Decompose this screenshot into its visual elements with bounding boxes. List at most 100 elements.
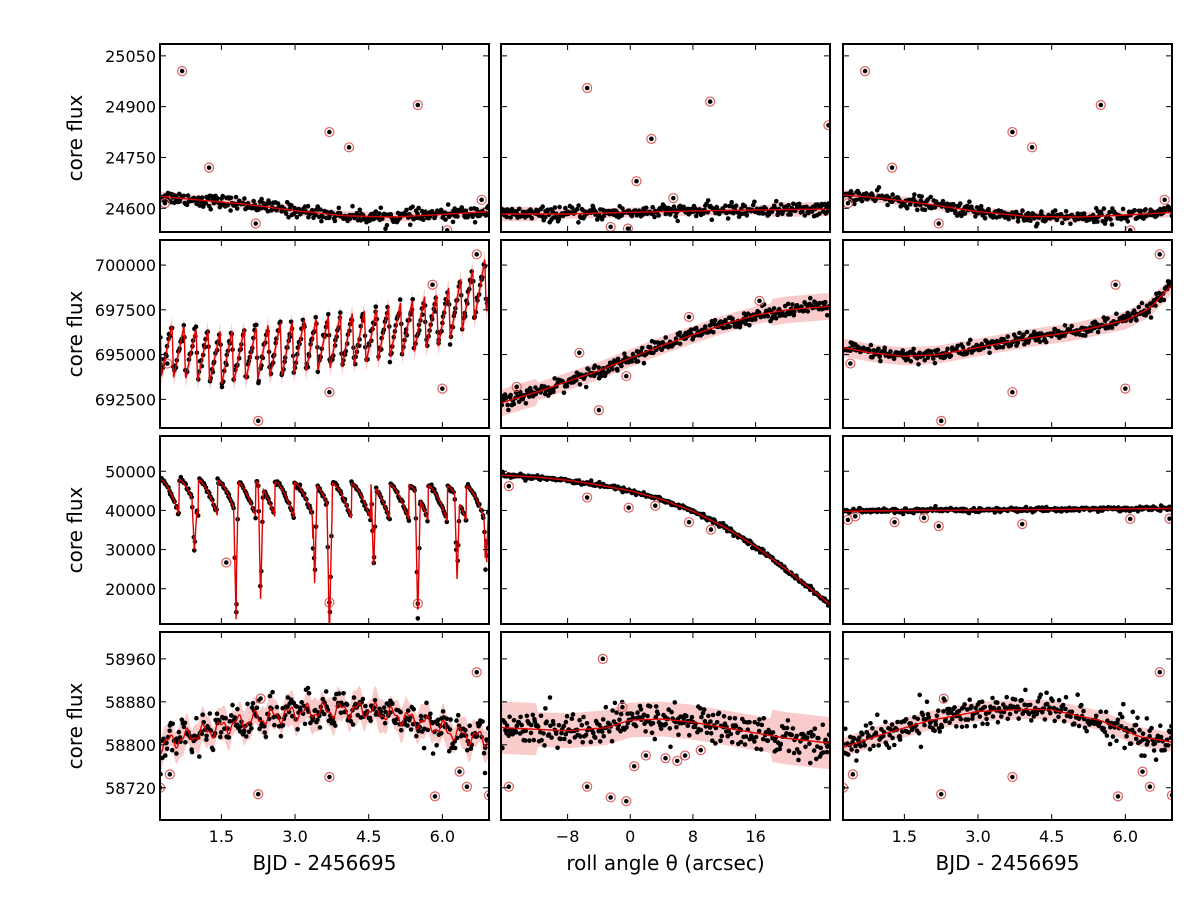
data-point (794, 733, 800, 739)
data-point (529, 215, 535, 221)
data-point (747, 323, 752, 328)
data-point (1063, 694, 1069, 700)
data-point (455, 214, 460, 219)
data-point (701, 707, 707, 712)
data-point (1019, 698, 1024, 703)
data-point (919, 194, 924, 199)
data-point (272, 722, 277, 728)
data-point (1134, 317, 1139, 323)
plot-frame (159, 435, 490, 625)
outlier-ring (845, 358, 856, 369)
y-tick-label: 700000 (95, 256, 156, 275)
data-point (1133, 736, 1139, 742)
data-point (164, 740, 169, 746)
data-point (1162, 747, 1167, 753)
data-point (752, 199, 757, 205)
data-point (852, 201, 857, 207)
data-point (318, 207, 323, 212)
data-point (610, 367, 615, 372)
data-point (181, 193, 187, 199)
data-point (925, 355, 931, 361)
data-point (883, 719, 888, 725)
data-point (1062, 323, 1068, 328)
data-point (1043, 339, 1049, 345)
data-point (761, 716, 767, 721)
data-point (1047, 705, 1052, 710)
data-point (382, 720, 388, 726)
data-point (418, 713, 424, 719)
data-point (1109, 222, 1115, 227)
data-point (530, 712, 536, 718)
data-point (588, 739, 594, 745)
outlier-point (432, 794, 438, 799)
data-point (941, 709, 946, 714)
data-point (807, 741, 812, 747)
data-point (210, 747, 216, 753)
data-point (1102, 729, 1108, 735)
data-point (849, 747, 854, 752)
data-point (1114, 738, 1119, 744)
y-axis-label: core flux (63, 290, 87, 377)
data-point (181, 323, 187, 328)
data-point (360, 696, 366, 702)
data-point (372, 698, 378, 703)
data-point (757, 717, 762, 722)
outlier-ring (705, 96, 716, 107)
data-point (373, 485, 379, 491)
outlier-ring (847, 769, 858, 780)
panel-r2-c3 (842, 239, 1173, 429)
outlier-ring (253, 789, 264, 800)
data-point (552, 205, 558, 210)
data-point (825, 313, 830, 318)
data-point (1052, 208, 1058, 213)
data-point (549, 735, 554, 740)
outlier-point (415, 102, 421, 108)
data-point (317, 725, 323, 730)
data-point (373, 304, 379, 310)
outlier-ring (162, 358, 173, 369)
data-point (858, 743, 863, 749)
data-point (450, 219, 456, 225)
data-point (1069, 323, 1074, 329)
data-point (870, 193, 875, 198)
data-point (939, 724, 945, 730)
data-point (799, 304, 804, 309)
data-point (421, 217, 426, 222)
data-point (278, 733, 284, 739)
data-point (658, 726, 664, 731)
outlier-ring (889, 517, 900, 528)
data-point (737, 325, 743, 330)
outlier-ring (823, 120, 830, 131)
x-tick-label: 3.0 (282, 827, 307, 846)
outlier-point (686, 314, 692, 320)
outlier-ring (621, 796, 632, 807)
data-point (233, 194, 239, 200)
data-point (291, 515, 297, 520)
data-point (510, 731, 515, 737)
outlier-ring (1159, 194, 1170, 205)
data-point (857, 735, 862, 740)
data-point (716, 710, 722, 716)
x-tick-label: 1.5 (209, 827, 234, 846)
data-point (864, 191, 869, 196)
data-point (1167, 729, 1172, 735)
data-point (203, 201, 209, 206)
data-point (552, 376, 557, 381)
data-point (509, 728, 514, 733)
data-point (454, 718, 459, 723)
outlier-ring (605, 792, 616, 803)
outlier-point (584, 85, 590, 91)
data-point (954, 724, 959, 729)
data-point (577, 382, 583, 387)
data-point (348, 718, 354, 724)
data-point (523, 401, 529, 406)
data-point (302, 721, 308, 727)
data-point (320, 214, 325, 219)
outlier-point (608, 224, 613, 230)
data-point (890, 192, 895, 197)
data-point (808, 729, 814, 735)
data-point (383, 709, 388, 715)
data-point (326, 312, 331, 317)
data-point (234, 722, 240, 728)
data-point (411, 706, 417, 712)
